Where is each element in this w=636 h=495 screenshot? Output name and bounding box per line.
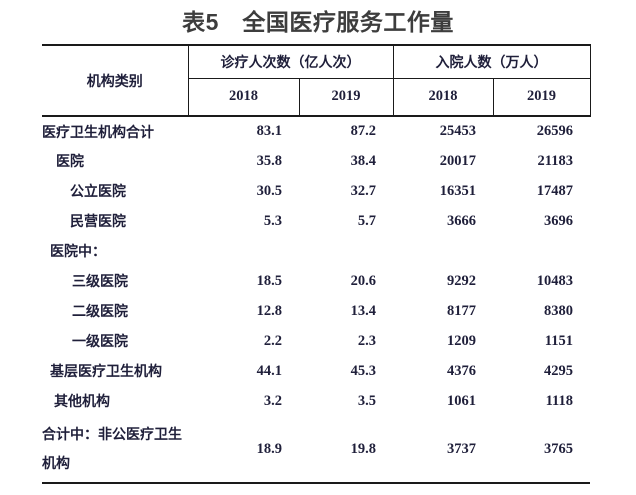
value-cell: 35.8 — [256, 152, 282, 169]
value-cell: 10483 — [536, 272, 573, 289]
value-cell — [493, 236, 590, 266]
row-label-cell: 二级医院 — [72, 303, 128, 319]
value-cell: 38.4 — [350, 152, 376, 169]
value-cell: 19.8 — [350, 440, 376, 457]
table-row: 三级医院 18.5 20.6 9292 10483 — [42, 266, 590, 296]
page-title: 表5 全国医疗服务工作量 — [182, 9, 454, 35]
table-row: 医院中： — [42, 236, 590, 266]
value-cell — [299, 236, 393, 266]
header-group-row: 机构类别 诊疗人次数（亿人次） 入院人数（万人） — [42, 45, 591, 117]
value-cell: 3666 — [447, 212, 476, 229]
value-cell: 32.7 — [350, 182, 376, 199]
column-group-outpatient-visits: 诊疗人次数（亿人次） — [188, 45, 394, 79]
table-row: 基层医疗卫生机构 44.1 45.3 4376 4295 — [42, 356, 590, 386]
value-cell: 13.4 — [350, 302, 376, 319]
value-cell: 18.9 — [256, 440, 282, 457]
value-cell: 21183 — [537, 152, 573, 169]
table-row: 民营医院 5.3 5.7 3666 3696 — [42, 206, 590, 236]
column-header-visits-2018: 2018 — [188, 78, 300, 117]
value-cell: 9292 — [447, 272, 476, 289]
value-cell — [393, 236, 493, 266]
table-row: 合计中：非公医疗卫生机构 18.9 19.8 3737 3765 — [42, 416, 590, 483]
table-row: 公立医院 30.5 32.7 16351 17487 — [42, 176, 590, 206]
value-cell: 3737 — [447, 440, 476, 457]
value-cell: 5.3 — [263, 212, 282, 229]
value-cell — [188, 236, 299, 266]
value-cell: 25453 — [439, 123, 476, 139]
value-cell: 20017 — [439, 152, 476, 169]
column-header-category: 机构类别 — [42, 45, 189, 117]
row-label-cell: 医院中： — [50, 243, 106, 259]
table-row: 二级医院 12.8 13.4 8177 8380 — [42, 296, 590, 326]
row-label-cell: 合计中：非公医疗卫生机构 — [42, 426, 182, 471]
value-cell: 5.7 — [357, 212, 376, 229]
value-cell: 1151 — [544, 332, 573, 349]
value-cell: 8380 — [544, 302, 573, 319]
value-cell: 83.1 — [256, 123, 282, 139]
value-cell: 4295 — [544, 362, 573, 379]
value-cell: 2.3 — [357, 332, 376, 349]
row-label-cell: 医院 — [56, 153, 84, 169]
row-label-cell: 基层医疗卫生机构 — [50, 363, 162, 379]
value-cell: 17487 — [536, 182, 573, 199]
row-label-cell: 公立医院 — [70, 183, 126, 199]
value-cell: 2.2 — [263, 332, 282, 349]
value-cell: 3.2 — [263, 392, 282, 409]
value-cell: 87.2 — [350, 123, 376, 139]
value-cell: 26596 — [536, 123, 573, 139]
value-cell: 1118 — [545, 392, 573, 409]
value-cell: 16351 — [439, 182, 476, 199]
row-label-cell: 医疗卫生机构合计 — [42, 123, 154, 140]
column-header-visits-2019: 2019 — [299, 78, 394, 117]
value-cell: 1061 — [447, 392, 476, 409]
value-cell: 4376 — [447, 362, 476, 379]
value-cell: 3696 — [544, 212, 573, 229]
table-row: 医院 35.8 38.4 20017 21183 — [42, 146, 590, 176]
row-label-cell: 一级医院 — [72, 333, 128, 349]
value-cell: 1209 — [447, 332, 476, 349]
row-label-cell: 三级医院 — [72, 273, 128, 289]
header-year-row: 2018 2019 2018 2019 — [42, 78, 591, 117]
value-cell: 3765 — [544, 440, 573, 457]
row-label-cell: 其他机构 — [54, 393, 110, 409]
value-cell: 12.8 — [256, 302, 282, 319]
row-label-cell: 民营医院 — [70, 213, 126, 229]
value-cell: 20.6 — [350, 272, 376, 289]
column-group-admissions: 入院人数（万人） — [393, 45, 591, 79]
value-cell: 18.5 — [256, 272, 282, 289]
value-cell: 8177 — [447, 302, 476, 319]
column-header-admissions-2018: 2018 — [393, 78, 494, 117]
table-row: 医疗卫生机构合计 83.1 87.2 25453 26596 — [42, 116, 590, 146]
value-cell: 44.1 — [256, 362, 282, 379]
value-cell: 30.5 — [256, 182, 282, 199]
table-row: 其他机构 3.2 3.5 1061 1118 — [42, 386, 590, 416]
value-cell: 3.5 — [357, 392, 376, 409]
medical-service-workload-table: 机构类别 诊疗人次数（亿人次） 入院人数（万人） 2018 2019 2018 … — [42, 44, 591, 484]
value-cell: 45.3 — [350, 362, 376, 379]
column-header-admissions-2019: 2019 — [493, 78, 591, 117]
table-row: 一级医院 2.2 2.3 1209 1151 — [42, 326, 590, 356]
